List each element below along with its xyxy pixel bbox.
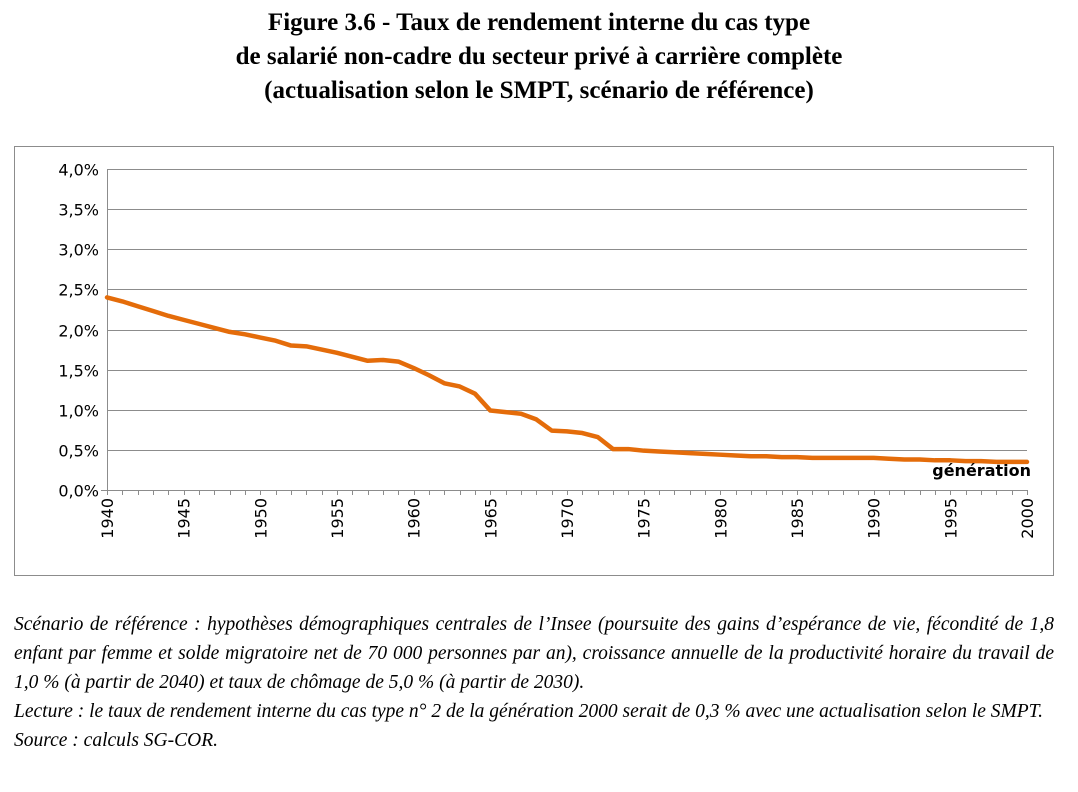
data-point <box>458 384 462 388</box>
data-point <box>304 344 308 348</box>
y-tick-label: 3,0% <box>58 241 99 260</box>
data-point <box>749 454 753 458</box>
data-point <box>657 449 661 453</box>
figure-title: Figure 3.6 - Taux de rendement interne d… <box>0 6 1078 108</box>
x-tick-label: 2000 <box>1018 498 1037 539</box>
data-point <box>703 452 707 456</box>
data-point <box>550 429 554 433</box>
data-point <box>166 314 170 318</box>
data-point <box>212 326 216 330</box>
data-point <box>534 417 538 421</box>
data-point <box>780 455 784 459</box>
data-point <box>918 458 922 461</box>
data-point <box>120 299 124 303</box>
y-tick-label: 0,0% <box>58 482 99 501</box>
data-point <box>933 458 937 462</box>
data-point <box>289 344 293 348</box>
data-point <box>596 435 600 439</box>
line-chart: 0,0% 0,5% 1,0% 1,5% 2,0% 2,5% 3,0% 3,5% 4,0% 1940… <box>58 161 1037 539</box>
data-point <box>473 392 477 396</box>
data-point <box>887 457 891 461</box>
data-point <box>258 336 262 340</box>
figure-title-line-3: (actualisation selon le SMPT, scénario d… <box>264 77 814 104</box>
data-point <box>734 453 738 457</box>
y-tick-label: 0,5% <box>58 442 99 461</box>
y-tick-label: 1,5% <box>58 362 99 381</box>
series-line <box>104 295 1030 465</box>
note-scenario: Scénario de référence : hypothèses démog… <box>14 614 1054 693</box>
data-point <box>810 456 814 460</box>
x-tick-label: 1975 <box>635 498 654 539</box>
figure-notes: Scénario de référence : hypothèses démog… <box>14 610 1054 755</box>
data-point <box>611 447 615 451</box>
data-point <box>151 309 155 313</box>
data-point <box>320 348 324 352</box>
x-tick-label: 1955 <box>328 498 347 539</box>
data-point <box>519 412 523 416</box>
data-point <box>197 322 201 326</box>
data-point <box>764 454 768 458</box>
data-point <box>642 449 646 453</box>
y-tick-label: 3,5% <box>58 201 99 220</box>
data-point <box>366 359 370 363</box>
x-tick-label: 1945 <box>175 498 194 539</box>
y-tick-label: 1,0% <box>58 402 99 421</box>
data-point <box>274 339 278 343</box>
note-source: Source : calculs SG-COR. <box>14 730 218 751</box>
data-point <box>718 453 722 457</box>
data-point <box>994 460 998 464</box>
data-point <box>1025 460 1029 464</box>
data-point <box>504 410 508 414</box>
data-point <box>1010 460 1014 464</box>
x-tick-label: 1990 <box>865 498 884 539</box>
data-point <box>182 318 186 322</box>
data-point <box>412 366 416 370</box>
data-point <box>335 351 339 355</box>
x-tick-label: 1950 <box>251 498 270 539</box>
y-tick-label: 2,5% <box>58 281 99 300</box>
data-point <box>964 459 968 463</box>
x-tick-label: 1980 <box>711 498 730 539</box>
x-tick-label: 1960 <box>405 498 424 539</box>
data-point <box>396 360 400 364</box>
data-point <box>841 456 845 460</box>
y-tick-label: 2,0% <box>58 322 99 341</box>
data-point <box>442 381 446 385</box>
data-point <box>826 456 830 460</box>
data-point <box>580 431 584 435</box>
y-tick-label: 4,0% <box>58 161 99 180</box>
note-lecture: Lecture : le taux de rendement interne d… <box>14 701 1043 722</box>
data-point <box>902 458 906 461</box>
data-point <box>488 409 492 413</box>
data-point <box>672 450 676 454</box>
data-point <box>565 429 569 433</box>
x-tick-label: 1940 <box>98 498 117 539</box>
data-point <box>381 358 385 362</box>
x-axis-title: génération <box>932 461 1031 480</box>
x-tick-label: 1965 <box>481 498 500 539</box>
data-point <box>136 304 140 308</box>
data-point <box>626 447 630 451</box>
data-point <box>872 456 876 460</box>
x-tick-label: 1995 <box>941 498 960 539</box>
data-point <box>948 458 952 462</box>
x-tick-label: 1970 <box>558 498 577 539</box>
data-point <box>243 332 247 336</box>
data-point <box>228 330 232 334</box>
data-point <box>427 373 431 377</box>
data-point <box>688 451 692 455</box>
data-point <box>979 459 983 463</box>
data-point <box>350 355 354 359</box>
data-point <box>105 295 109 299</box>
figure-title-line-1: Figure 3.6 - Taux de rendement interne d… <box>267 9 811 36</box>
x-tick-label: 1985 <box>788 498 807 539</box>
figure-title-line-2: de salarié non-cadre du secteur privé à … <box>235 43 843 70</box>
chart-frame: 0,0% 0,5% 1,0% 1,5% 2,0% 2,5% 3,0% 3,5% 4,0% 1940… <box>14 146 1054 576</box>
data-point <box>856 456 860 460</box>
data-point <box>795 455 799 459</box>
